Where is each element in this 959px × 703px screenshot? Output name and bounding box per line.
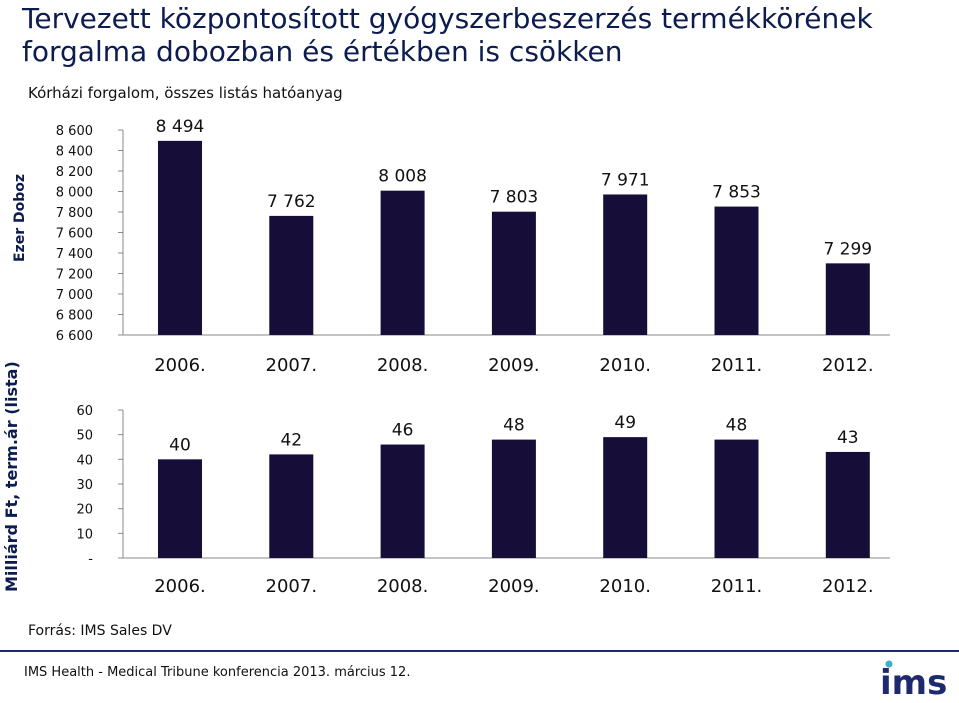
chart2-bar <box>269 454 314 558</box>
chart1-bar <box>269 215 314 335</box>
chart1-y-tick-label: 8 400 <box>56 145 93 160</box>
chart1-category-label: 2011. <box>711 355 763 376</box>
chart1-value-label: 8 008 <box>378 167 427 187</box>
chart1-y-tick-label: 7 400 <box>56 247 93 262</box>
chart1-y-tick-label: 7 200 <box>56 268 93 283</box>
chart2-category-label: 2009. <box>488 576 540 597</box>
chart-subtitle: Kórházi forgalom, összes listás hatóanya… <box>28 84 343 102</box>
chart1-category-label: 2010. <box>599 355 651 376</box>
chart2-y-tick-label: 60 <box>76 404 93 419</box>
chart2-value-label: 40 <box>169 435 191 455</box>
chart2-category-label: 2007. <box>266 576 318 597</box>
chart1-y-tick-label: 8 600 <box>56 124 93 139</box>
chart1-value-label: 7 299 <box>823 239 872 259</box>
chart2-value-label: 42 <box>280 430 302 450</box>
chart2-bar <box>714 439 759 558</box>
chart2-value-label: 46 <box>392 421 414 441</box>
chart1-value-label: 7 971 <box>601 170 650 190</box>
footer-text: IMS Health - Medical Tribune konferencia… <box>24 665 411 680</box>
chart2-bar <box>825 451 870 558</box>
chart1-bar <box>825 263 870 335</box>
chart2-value-label: 48 <box>503 416 525 436</box>
chart2-value-label: 48 <box>726 416 748 436</box>
chart2-category-label: 2008. <box>377 576 429 597</box>
ims-logo: ims <box>880 660 947 698</box>
chart2-y-tick-label: 10 <box>76 527 93 542</box>
chart1-category-label: 2008. <box>377 355 429 376</box>
chart2-bar <box>603 437 648 558</box>
chart1-category-label: 2007. <box>266 355 318 376</box>
chart1-category-label: 2012. <box>822 355 874 376</box>
chart1-value-label: 8 494 <box>156 117 205 137</box>
footer-divider <box>0 650 959 652</box>
chart2-category-label: 2010. <box>599 576 651 597</box>
chart1-y-tick-label: 7 000 <box>56 288 93 303</box>
chart2-y-tick-label: 50 <box>76 429 93 444</box>
page-title: Tervezett központosított gyógyszerbeszer… <box>22 2 873 68</box>
chart1-y-tick-label: 8 000 <box>56 186 93 201</box>
chart1-y-tick-label: 7 800 <box>56 206 93 221</box>
chart1-bar <box>158 140 202 335</box>
svg-text:ims: ims <box>880 663 947 698</box>
chart1-bar <box>603 194 648 335</box>
chart2-category-label: 2012. <box>822 576 874 597</box>
chart1-value-label: 7 853 <box>712 183 761 203</box>
chart2-value-label: 43 <box>837 428 859 448</box>
chart1-value-label: 7 762 <box>267 192 316 212</box>
chart2-category-label: 2006. <box>154 576 206 597</box>
chart1-value-label: 7 803 <box>490 188 539 208</box>
chart2-y-tick-label: 40 <box>76 453 93 468</box>
source-note: Forrás: IMS Sales DV <box>28 623 172 639</box>
chart1-bar <box>491 211 536 335</box>
chart1-y-tick-label: 6 800 <box>56 309 93 324</box>
chart1-y-tick-label: 7 600 <box>56 227 93 242</box>
chart2-category-label: 2011. <box>711 576 763 597</box>
chart1-y-tick-label: 8 200 <box>56 165 93 180</box>
chart2-bar <box>158 459 202 558</box>
chart2-bar <box>491 439 536 558</box>
chart1-y-tick-label: 6 600 <box>56 329 93 344</box>
chart2-y-tick-label: - <box>88 552 93 567</box>
chart2-value-label: 49 <box>614 413 636 433</box>
chart1-category-label: 2006. <box>154 355 206 376</box>
chart1-bar <box>380 190 425 335</box>
chart1-bar <box>714 206 759 335</box>
chart2-bar <box>380 444 425 558</box>
chart1-category-label: 2009. <box>488 355 540 376</box>
chart2-y-tick-label: 30 <box>76 478 93 493</box>
chart2-y-tick-label: 20 <box>76 503 93 518</box>
